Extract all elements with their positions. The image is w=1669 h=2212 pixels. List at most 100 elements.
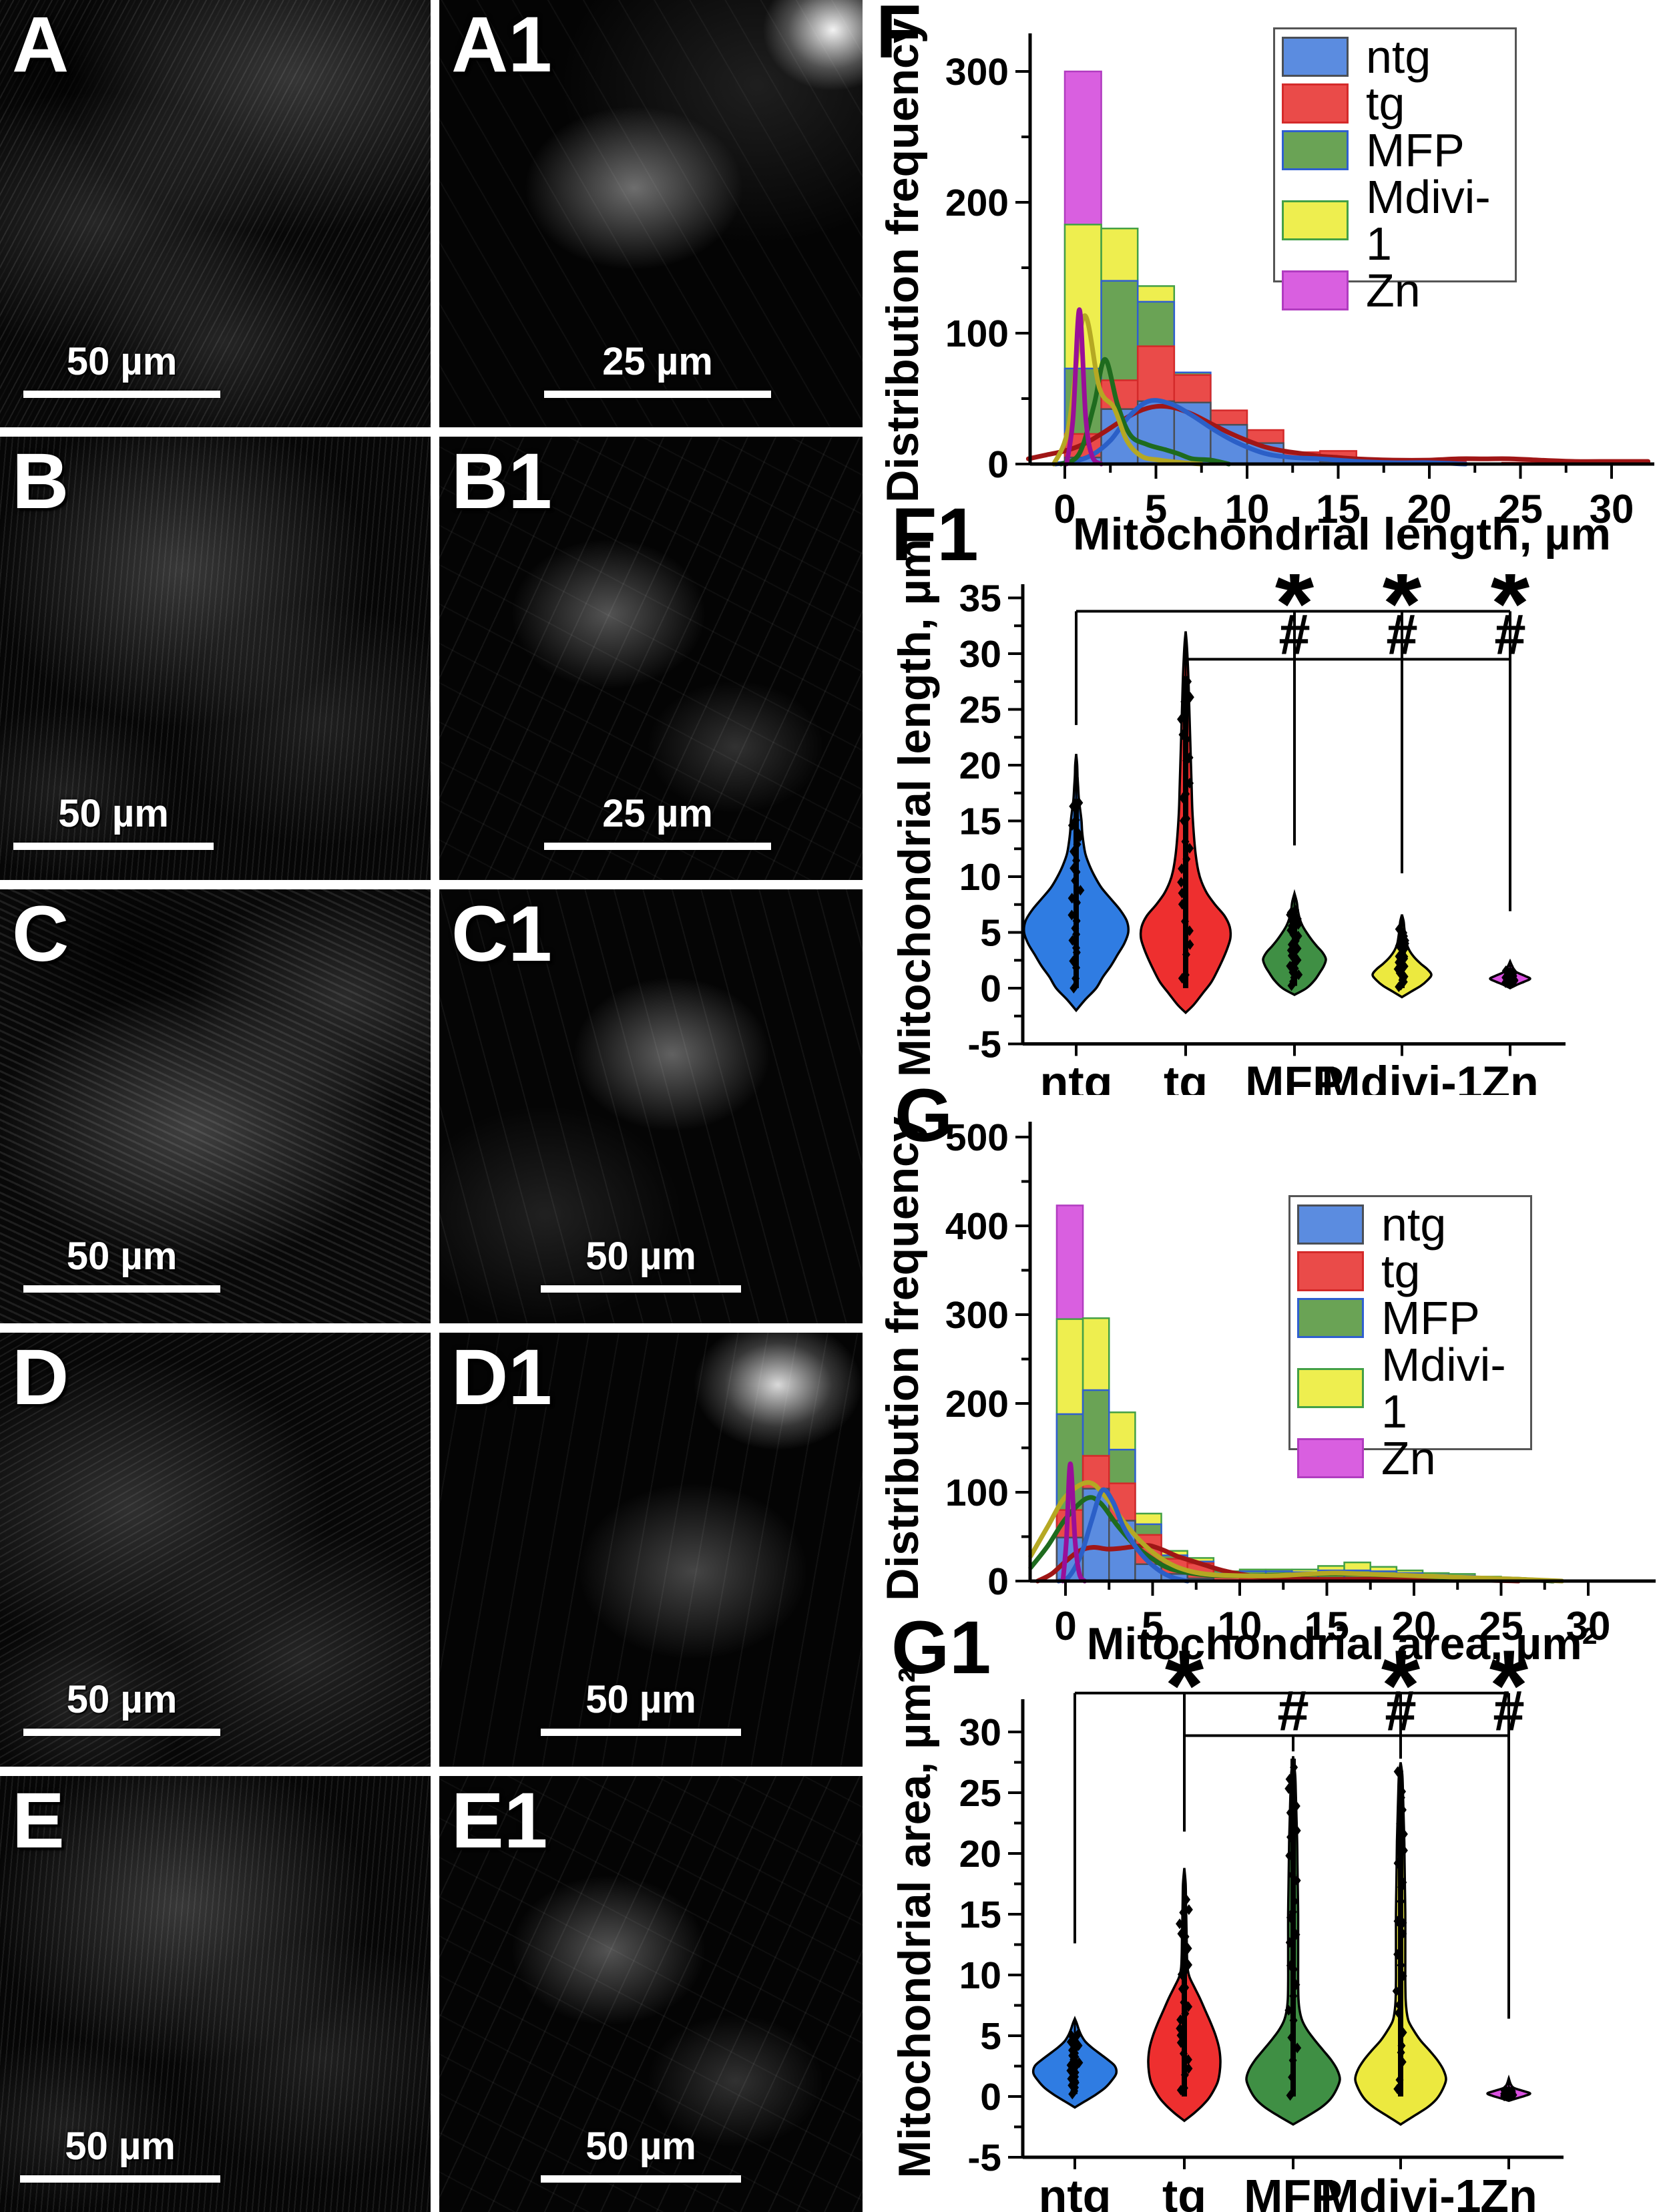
chart-label-F1: F1 [891,493,979,576]
scalebar-label-A: 50 µm [66,340,178,383]
micrograph-panel-D1 [439,1333,863,1767]
chart-label-G: G [895,1074,953,1157]
legend-label: ntg [1366,31,1431,83]
svg-text:15: 15 [959,801,1001,843]
scalebar-label-A1: 25 µm [602,340,713,383]
G-x-axis-title: Mitochondrial area, µm² [1086,1618,1598,1669]
panel-label-C: C [12,890,69,978]
legend-label: Zn [1366,264,1421,316]
legend-item: Zn [1282,267,1508,314]
legend-item: MFP [1297,1295,1523,1341]
chart-F-svg: 0 100 200 300 0 5 10 15 20 25 30 [945,33,1654,531]
svg-text:0: 0 [1054,1604,1076,1648]
micrograph-panel-D [0,1333,431,1767]
scalebar-label-D: 50 µm [66,1678,178,1721]
F-x-axis-title: Mitochondrial length, µm [1072,509,1612,560]
svg-text:300: 300 [945,1294,1009,1337]
panel-label-B: B [12,437,69,525]
scalebar-C1 [541,1285,741,1293]
legend-item: ntg [1282,33,1508,80]
svg-text:15: 15 [1304,1604,1349,1648]
F-y-axis-title: Distribution frequency [877,18,928,503]
svg-text:25: 25 [959,689,1001,732]
scalebar-A [23,391,220,398]
legend-swatch-MFP [1282,130,1349,170]
G-y-axis-title: Distribution frequency [877,1116,928,1601]
legend-item: tg [1297,1248,1523,1295]
legend-label: tg [1366,77,1405,130]
panel-label-A1: A1 [451,1,552,89]
legend-label: ntg [1381,1198,1447,1251]
svg-text:30: 30 [959,1711,1001,1754]
svg-text:ntg: ntg [1039,2170,1112,2212]
panel-label-E1: E1 [451,1777,548,1865]
legend-swatch-ntg [1297,1204,1364,1245]
svg-text:10: 10 [1218,1604,1262,1648]
scalebar-E1 [541,2175,741,2183]
svg-text:5: 5 [1142,1604,1164,1648]
svg-text:#: # [1386,603,1417,666]
svg-text:*: * [1489,1629,1529,1741]
svg-text:Mdivi-1: Mdivi-1 [1320,2170,1481,2212]
scalebar-C [23,1285,220,1293]
legend-label: MFP [1366,124,1465,176]
panel-label-D: D [12,1333,69,1421]
svg-text:25: 25 [959,1772,1001,1815]
scalebar-B [13,843,214,850]
chart-label-F: F [876,0,922,73]
legend-label: Mdivi-1 [1366,171,1491,270]
svg-text:Zn: Zn [1481,1057,1539,1096]
micrograph-panel-E [0,1776,431,2212]
svg-text:0: 0 [987,1560,1009,1603]
svg-text:-5: -5 [967,1024,1001,1066]
scalebar-label-D1: 50 µm [585,1678,696,1721]
svg-text:20: 20 [959,1833,1001,1875]
legend-item: MFP [1282,127,1508,174]
legend-label: Zn [1381,1432,1436,1484]
svg-text:5: 5 [1145,487,1167,531]
legend-item: ntg [1297,1201,1523,1248]
svg-text:30: 30 [959,633,1001,676]
panel-label-A: A [12,1,69,89]
svg-text:tg: tg [1164,1057,1208,1096]
svg-text:5: 5 [980,912,1001,955]
svg-text:0: 0 [980,967,1001,1010]
svg-text:20: 20 [1392,1604,1437,1648]
svg-text:#: # [1493,1679,1524,1743]
legend-swatch-Mdivi-1 [1282,200,1349,240]
svg-text:25: 25 [1498,487,1543,531]
micrograph-panel-A1 [439,0,863,427]
svg-text:30: 30 [1590,487,1634,531]
panel-label-E: E [12,1777,65,1865]
scalebar-D1 [541,1729,741,1736]
svg-text:500: 500 [945,1116,1009,1159]
scalebar-label-E1: 50 µm [585,2125,696,2168]
legend-item: tg [1282,80,1508,127]
svg-text:5: 5 [980,2015,1001,2058]
legend-swatch-tg [1282,83,1349,124]
scalebar-label-C1: 50 µm [585,1235,696,1278]
legend-label: Mdivi-1 [1381,1339,1506,1437]
svg-text:#: # [1494,603,1525,666]
svg-text:#: # [1278,603,1310,666]
legend-item: Mdivi-1 [1297,1341,1523,1435]
legend-label: MFP [1381,1292,1480,1344]
svg-text:ntg: ntg [1040,1057,1113,1096]
legend-swatch-Zn [1297,1438,1364,1478]
legend-item: Mdivi-1 [1282,174,1508,267]
svg-text:*: * [1381,1629,1421,1741]
svg-text:300: 300 [945,51,1009,93]
svg-text:15: 15 [1316,487,1361,531]
histogram-mitochondrial-area: 0 100 200 300 400 500 0 5 10 15 20 25 30 ntg tg MFP Mdiv… [868,1095,1669,1683]
svg-text:MFP: MFP [1244,2170,1343,2212]
svg-text:400: 400 [945,1205,1009,1248]
chart-label-G1: G1 [891,1606,991,1689]
scalebar-label-B: 50 µm [58,792,169,835]
svg-text:Zn: Zn [1480,2170,1537,2212]
svg-text:#: # [1277,1679,1308,1743]
chart-legend: ntg tg MFP Mdivi-1 Zn [1288,1195,1532,1482]
G1-y-axis-title: Mitochondrial area, µm² [889,1667,940,2179]
